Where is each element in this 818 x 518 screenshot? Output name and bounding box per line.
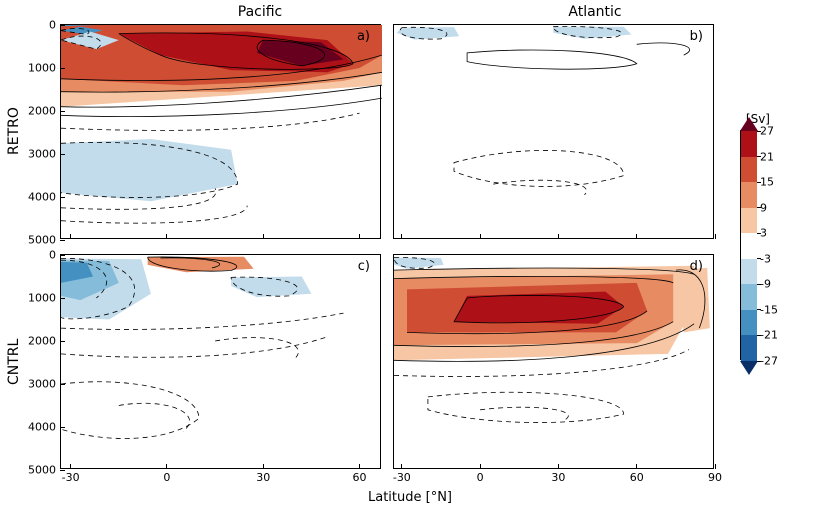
row-label-retro: RETRO bbox=[6, 107, 22, 155]
ytick: 3000 bbox=[28, 148, 61, 161]
xtick: 90 bbox=[708, 468, 722, 484]
col-title-atlantic: Atlantic bbox=[535, 4, 655, 20]
ytick: 1000 bbox=[28, 292, 61, 305]
panel-tag-a: a) bbox=[357, 29, 370, 44]
panel-b: b) bbox=[393, 24, 714, 239]
ytick: 4000 bbox=[28, 421, 61, 434]
xtick: 0 bbox=[477, 468, 484, 484]
xtick: 0 bbox=[163, 468, 170, 484]
col-title-pacific: Pacific bbox=[200, 4, 320, 20]
ytick: 2000 bbox=[28, 335, 61, 348]
x-axis-label: Latitude [°N] bbox=[300, 490, 520, 505]
panel-d: d) -300306090 bbox=[393, 254, 714, 469]
ytick: 4000 bbox=[28, 191, 61, 204]
xtick: 30 bbox=[551, 468, 565, 484]
xtick: -30 bbox=[393, 468, 411, 484]
ytick: 2000 bbox=[28, 105, 61, 118]
ytick: 5000 bbox=[28, 234, 61, 247]
xtick: 60 bbox=[353, 468, 367, 484]
figure: Pacific Atlantic RETRO CNTRL a) 01000200… bbox=[0, 0, 818, 518]
xtick: -30 bbox=[62, 468, 80, 484]
panel-c: c) 010002000300040005000-3003060 bbox=[60, 254, 381, 469]
panel-tag-b: b) bbox=[690, 29, 703, 44]
row-label-cntrl: CNTRL bbox=[6, 339, 22, 385]
panel-tag-d: d) bbox=[690, 259, 703, 274]
xtick: 30 bbox=[256, 468, 270, 484]
ytick: 5000 bbox=[28, 464, 61, 477]
colorbar: 27211593-3-9-15-21-27 bbox=[740, 130, 756, 360]
ytick: 3000 bbox=[28, 378, 61, 391]
panel-a: a) 010002000300040005000 bbox=[60, 24, 381, 239]
ytick: 1000 bbox=[28, 62, 61, 75]
xtick: 60 bbox=[630, 468, 644, 484]
panel-tag-c: c) bbox=[358, 259, 370, 274]
